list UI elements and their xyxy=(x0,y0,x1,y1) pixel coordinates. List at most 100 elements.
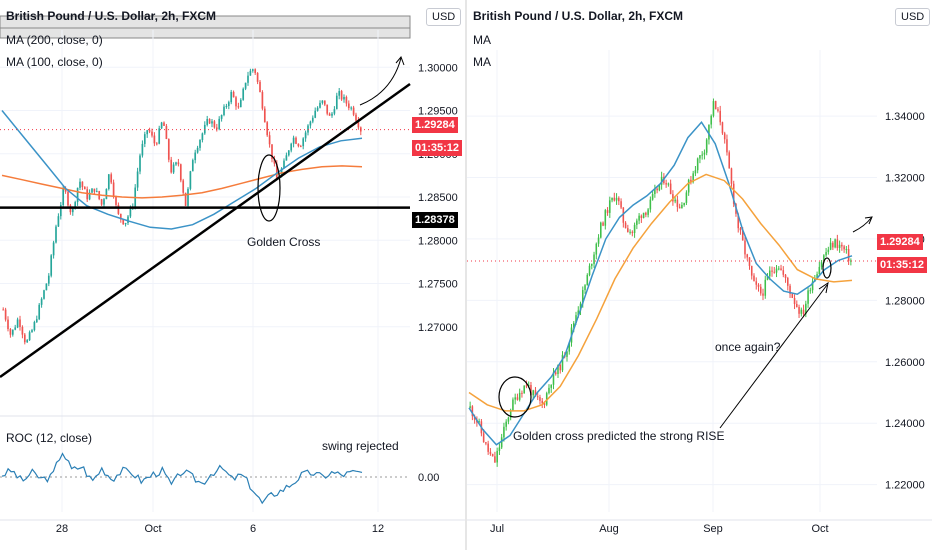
candle-body xyxy=(606,210,609,213)
candle-body xyxy=(45,283,48,291)
candle-body xyxy=(575,315,577,324)
candle-body xyxy=(112,182,115,197)
candle-body xyxy=(309,121,312,126)
left-chart-panel[interactable]: 1.300001.295001.290001.285001.280001.275… xyxy=(0,0,465,550)
candle-body xyxy=(739,228,742,231)
roc-line xyxy=(1,452,363,505)
golden-cross-note: Golden cross predicted the strong RISE xyxy=(513,429,724,443)
candle-body xyxy=(823,255,825,263)
candle-body xyxy=(658,184,661,191)
left-chart-canvas[interactable]: 1.300001.295001.290001.285001.280001.275… xyxy=(0,0,465,550)
right-countdown-tag: 01:35:12 xyxy=(877,257,928,273)
candle-body xyxy=(834,239,836,248)
candle-body xyxy=(543,403,546,405)
candle-body xyxy=(798,307,800,314)
candle-body xyxy=(620,201,622,208)
candle-body xyxy=(552,372,555,385)
candle-body xyxy=(43,290,45,299)
pointer-arrowhead xyxy=(818,281,829,294)
candle-body xyxy=(191,160,194,172)
candle-body xyxy=(818,266,821,275)
candle-body xyxy=(593,254,595,264)
candle-body xyxy=(642,212,645,218)
candle-body xyxy=(206,119,209,125)
candle-body xyxy=(129,207,132,217)
candle-body xyxy=(636,220,638,225)
candle-body xyxy=(50,255,53,276)
candle-body xyxy=(811,281,814,291)
candle-body xyxy=(266,122,269,136)
candle-body xyxy=(67,191,69,206)
roc-label: ROC (12, close) xyxy=(6,431,92,445)
candle-body xyxy=(31,330,33,333)
candle-body xyxy=(726,139,728,153)
y-tick-label: 1.22000 xyxy=(885,480,925,492)
candle-body xyxy=(299,146,302,148)
right-currency-button[interactable]: USD xyxy=(895,8,931,26)
candle-body xyxy=(105,188,108,200)
candle-body xyxy=(660,176,663,185)
candle-body xyxy=(579,303,582,311)
candle-body xyxy=(685,192,688,203)
x-tick-label: 28 xyxy=(56,523,68,535)
candle-body xyxy=(768,270,771,277)
candle-body xyxy=(647,209,649,215)
candle-body xyxy=(805,303,807,315)
candle-body xyxy=(712,101,715,116)
candle-body xyxy=(489,451,492,454)
candle-body xyxy=(136,171,139,188)
candle-body xyxy=(638,215,640,221)
candle-body xyxy=(326,104,329,114)
candle-body xyxy=(196,147,199,153)
candle-body xyxy=(304,132,307,139)
candle-body xyxy=(340,91,343,100)
candle-body xyxy=(796,303,798,308)
x-tick-label: Sep xyxy=(703,523,723,535)
candle-body xyxy=(721,122,724,134)
candle-body xyxy=(139,155,141,172)
golden-cross-label: Golden Cross xyxy=(247,235,320,249)
candle-body xyxy=(86,189,89,200)
candle-body xyxy=(496,450,498,463)
candle-body xyxy=(55,226,57,243)
candle-body xyxy=(256,72,259,82)
candle-body xyxy=(247,75,249,83)
candle-body xyxy=(539,397,541,401)
candle-body xyxy=(261,92,264,109)
candle-body xyxy=(777,268,780,270)
right-chart-panel[interactable]: 1.340001.320001.300001.280001.260001.240… xyxy=(467,0,932,550)
candle-body xyxy=(789,285,791,294)
candle-body xyxy=(491,453,494,457)
candle-body xyxy=(9,329,12,335)
candle-body xyxy=(19,319,21,327)
candle-body xyxy=(850,260,852,262)
right-chart-canvas[interactable]: 1.340001.320001.300001.280001.260001.240… xyxy=(467,0,932,550)
candle-body xyxy=(357,120,360,128)
candle-body xyxy=(338,91,341,96)
candle-body xyxy=(88,192,91,200)
candle-body xyxy=(536,396,539,398)
candle-body xyxy=(627,228,629,232)
candle-body xyxy=(602,222,604,226)
ma200-line xyxy=(1,165,363,199)
candle-body xyxy=(307,125,309,133)
candle-body xyxy=(557,364,559,375)
candle-body xyxy=(649,199,652,210)
candle-body xyxy=(676,199,679,207)
candle-body xyxy=(584,285,586,291)
candle-body xyxy=(737,213,740,229)
y-tick-label: 1.28500 xyxy=(418,192,458,204)
candle-body xyxy=(119,213,122,220)
candle-body xyxy=(141,143,144,156)
candle-body xyxy=(568,342,571,352)
candle-body xyxy=(845,249,848,251)
candle-body xyxy=(160,122,163,129)
candle-body xyxy=(604,210,607,226)
candle-body xyxy=(76,187,79,203)
y-tick-label: 1.32000 xyxy=(885,173,925,185)
left-currency-button[interactable]: USD xyxy=(426,8,462,26)
candle-body xyxy=(784,274,787,278)
left-price-tag: 1.29284 xyxy=(412,117,458,133)
candle-body xyxy=(640,215,643,218)
candle-body xyxy=(4,309,7,320)
